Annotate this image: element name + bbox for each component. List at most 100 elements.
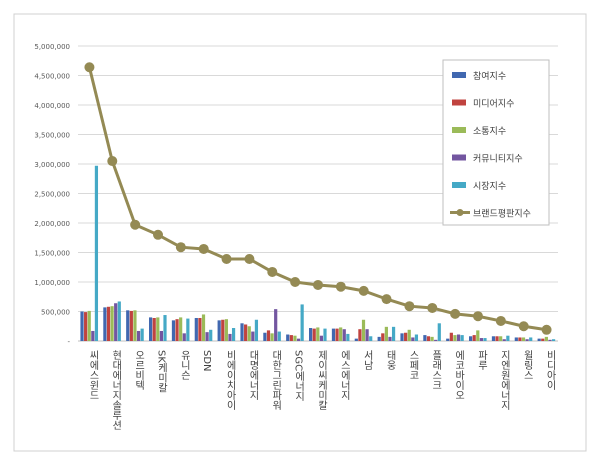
bar-시장지수 <box>186 318 190 341</box>
bar-소통지수 <box>156 317 160 341</box>
line-point <box>358 285 369 296</box>
bar-미디어지수 <box>221 319 225 341</box>
bar-커뮤니티지수 <box>136 330 141 341</box>
bar-소통지수 <box>384 326 388 341</box>
bar-시장지수 <box>483 338 487 341</box>
line-point <box>198 243 209 254</box>
x-tick-label: 오르비텍 <box>133 350 145 391</box>
bar-참여지수 <box>446 338 450 341</box>
bar-미디어지수 <box>289 335 293 341</box>
x-tick-label: 태웅 <box>384 350 396 370</box>
line-point <box>541 324 552 335</box>
y-tick-label: 4,500,000 <box>34 73 70 81</box>
bar-미디어지수 <box>198 317 202 341</box>
bar-커뮤니티지수 <box>205 332 209 341</box>
bar-커뮤니티지수 <box>114 303 118 341</box>
line-point <box>153 229 163 240</box>
line-point <box>290 277 301 287</box>
bar-참여지수 <box>400 333 404 341</box>
bar-시장지수 <box>414 334 419 341</box>
bar-미디어지수 <box>381 333 385 341</box>
line-point <box>244 253 255 264</box>
bar-커뮤니티지수 <box>548 339 552 341</box>
bar-시장지수 <box>369 336 373 341</box>
bar-참여지수 <box>469 336 473 341</box>
legend-label: 소통지수 <box>473 126 506 137</box>
x-tick-label: 플래스크 <box>430 350 442 390</box>
line-point <box>450 308 461 319</box>
line-point <box>313 279 323 290</box>
legend-box <box>442 59 550 226</box>
bar-커뮤니티지수 <box>365 329 369 341</box>
bar-미디어지수 <box>495 336 499 341</box>
bar-소통지수 <box>87 310 91 341</box>
x-tick-label: 현대에너지솔루션 <box>110 350 122 430</box>
bar-미디어지수 <box>404 332 408 341</box>
bar-시장지수 <box>346 333 350 341</box>
y-tick-label: 1,000,000 <box>34 279 70 287</box>
bar-시장지수 <box>140 328 144 341</box>
line-point <box>518 321 529 332</box>
legend-label: 참여지수 <box>473 70 506 82</box>
bar-커뮤니티지수 <box>342 329 346 341</box>
y-tick-label: 1,500,000 <box>34 250 70 258</box>
bar-시장지수 <box>323 328 327 341</box>
bar-소통지수 <box>316 327 320 341</box>
bar-참여지수 <box>103 307 107 341</box>
x-tick-label: 에스에너지 <box>338 350 350 401</box>
x-tick-label: SK케미칼 <box>156 350 168 393</box>
bar-참여지수 <box>377 336 381 341</box>
bar-소통지수 <box>247 326 251 341</box>
y-tick-label: 2,500,000 <box>34 191 70 199</box>
bar-커뮤니티지수 <box>319 335 323 341</box>
x-tick-label: 지엔원에너지 <box>498 350 510 411</box>
bar-미디어지수 <box>244 324 248 341</box>
line-point <box>404 301 415 312</box>
bar-소통지수 <box>110 306 114 341</box>
line-point <box>335 281 346 292</box>
bar-시장지수 <box>231 328 236 341</box>
bar-시장지수 <box>277 331 281 341</box>
bar-참여지수 <box>423 335 427 341</box>
x-tick-label: 유니슨 <box>178 350 190 380</box>
bar-시장지수 <box>94 165 99 341</box>
bar-시장지수 <box>254 319 259 341</box>
legend-swatch <box>452 72 466 78</box>
y-tick-label: 3,500,000 <box>34 132 70 140</box>
x-tick-label: 대명에너지 <box>247 350 259 401</box>
bar-시장지수 <box>460 335 464 341</box>
bar-참여지수 <box>263 332 267 341</box>
bar-시장지수 <box>529 337 533 341</box>
x-tick-label: 비에이치아이 <box>224 350 236 411</box>
bar-미디어지수 <box>84 312 88 341</box>
bar-미디어지수 <box>541 338 545 341</box>
bar-참여지수 <box>309 328 313 341</box>
bar-소통지수 <box>133 310 137 341</box>
line-point <box>84 62 95 73</box>
bar-커뮤니티지수 <box>479 338 483 341</box>
x-tick-label: 서남 <box>361 350 373 370</box>
y-tick-label: 5,000,000 <box>34 43 70 51</box>
bar-소통지수 <box>499 336 503 341</box>
bar-소통지수 <box>476 330 480 341</box>
line-point <box>381 294 392 305</box>
bar-미디어지수 <box>312 328 316 341</box>
x-tick-label: 비디아이 <box>544 350 556 391</box>
bar-소통지수 <box>224 319 228 341</box>
bar-시장지수 <box>209 329 213 341</box>
bar-참여지수 <box>217 320 221 341</box>
bar-참여지수 <box>171 320 176 341</box>
bar-커뮤니티지수 <box>228 333 232 341</box>
bar-미디어지수 <box>129 310 133 341</box>
line-point <box>267 266 278 277</box>
bar-커뮤니티지수 <box>434 339 438 341</box>
bar-미디어지수 <box>335 328 339 341</box>
bar-소통지수 <box>544 336 548 341</box>
y-tick-label: 2,000,000 <box>34 220 70 228</box>
bar-미디어지수 <box>426 336 431 341</box>
y-tick-label: 4,000,000 <box>34 102 70 110</box>
y-tick-label: - <box>67 338 70 346</box>
bar-미디어지수 <box>472 335 476 341</box>
bar-소통지수 <box>293 335 297 341</box>
